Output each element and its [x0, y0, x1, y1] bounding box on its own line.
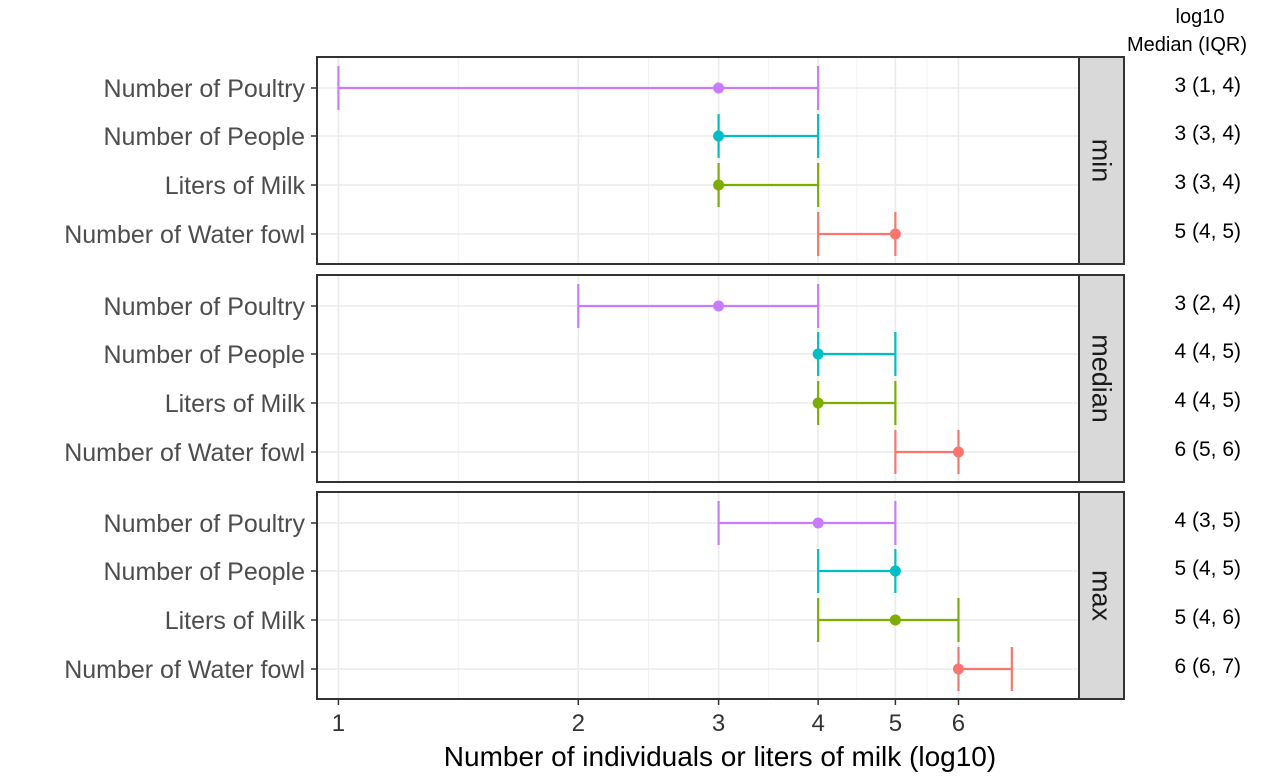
- summary-value: 5 (4, 5): [1174, 557, 1241, 580]
- summary-value: 3 (2, 4): [1174, 292, 1241, 315]
- y-label-number-of-water-fowl: Number of Water fowl: [64, 656, 305, 684]
- panel-min: Number of Poultry 3 (1, 4) Number of Peopl…: [64, 56, 1241, 265]
- median-point-number-of-poultry: [713, 300, 725, 312]
- x-tick-label: 5: [889, 710, 902, 737]
- facet-strip-median: [1078, 274, 1125, 483]
- y-label-number-of-water-fowl: Number of Water fowl: [64, 221, 305, 249]
- summary-value: 6 (5, 6): [1174, 438, 1241, 461]
- facet-strip-min: [1078, 56, 1125, 265]
- panel-background: [317, 275, 1079, 482]
- summary-value: 5 (4, 6): [1174, 606, 1241, 629]
- summary-value: 4 (4, 5): [1174, 389, 1241, 412]
- summary-value: 3 (3, 4): [1174, 122, 1241, 145]
- panels: Number of Poultry 3 (1, 4) Number of Peopl…: [64, 56, 1241, 700]
- facet-label-median: median: [1087, 334, 1117, 423]
- summary-value: 3 (3, 4): [1174, 171, 1241, 194]
- median-point-liters-of-milk: [812, 397, 824, 409]
- x-tick-label: 1: [332, 710, 345, 737]
- summary-header-line2: Median (IQR): [1127, 34, 1247, 56]
- y-label-number-of-poultry: Number of Poultry: [104, 293, 306, 321]
- median-point-number-of-poultry: [713, 82, 725, 94]
- x-tick-label: 4: [811, 710, 824, 737]
- summary-value: 4 (3, 5): [1174, 509, 1241, 532]
- y-label-liters-of-milk: Liters of Milk: [165, 390, 306, 418]
- median-point-number-of-people: [713, 130, 725, 142]
- x-tick-label: 2: [572, 710, 585, 737]
- y-label-number-of-poultry: Number of Poultry: [104, 75, 306, 103]
- median-point-number-of-people: [812, 348, 824, 360]
- x-tick-label: 6: [952, 710, 965, 737]
- median-point-number-of-water-fowl: [952, 663, 964, 675]
- facet-strip-max: [1078, 491, 1125, 700]
- panel-background: [317, 492, 1079, 699]
- median-point-liters-of-milk: [713, 179, 725, 191]
- facet-label-max: max: [1087, 570, 1117, 622]
- facet-label-min: min: [1087, 139, 1117, 183]
- x-tick-label: 3: [712, 710, 725, 737]
- y-label-number-of-people: Number of People: [103, 123, 305, 151]
- median-point-number-of-people: [889, 565, 901, 577]
- summary-value: 5 (4, 5): [1174, 220, 1241, 243]
- summary-value: 3 (1, 4): [1174, 74, 1241, 97]
- panel-median: Number of Poultry 3 (2, 4) Number of Peopl…: [64, 274, 1241, 483]
- summary-value: 6 (6, 7): [1174, 655, 1241, 678]
- median-point-number-of-poultry: [812, 517, 824, 529]
- y-label-number-of-people: Number of People: [103, 558, 305, 586]
- summary-value: 4 (4, 5): [1174, 340, 1241, 363]
- y-label-number-of-poultry: Number of Poultry: [104, 510, 306, 538]
- median-point-number-of-water-fowl: [889, 228, 901, 240]
- median-point-number-of-water-fowl: [952, 446, 964, 458]
- y-label-liters-of-milk: Liters of Milk: [165, 172, 306, 200]
- y-label-number-of-people: Number of People: [103, 341, 305, 369]
- x-axis: 1 2 3 4 5 6: [332, 699, 965, 737]
- summary-header-line1: log10: [1176, 6, 1225, 28]
- panel-background: [317, 57, 1079, 264]
- x-axis-title: Number of individuals or liters of milk …: [444, 741, 996, 772]
- y-label-liters-of-milk: Liters of Milk: [165, 607, 306, 635]
- y-label-number-of-water-fowl: Number of Water fowl: [64, 439, 305, 467]
- panel-max: Number of Poultry 4 (3, 5) Number of Peopl…: [64, 491, 1241, 700]
- median-point-liters-of-milk: [889, 614, 901, 626]
